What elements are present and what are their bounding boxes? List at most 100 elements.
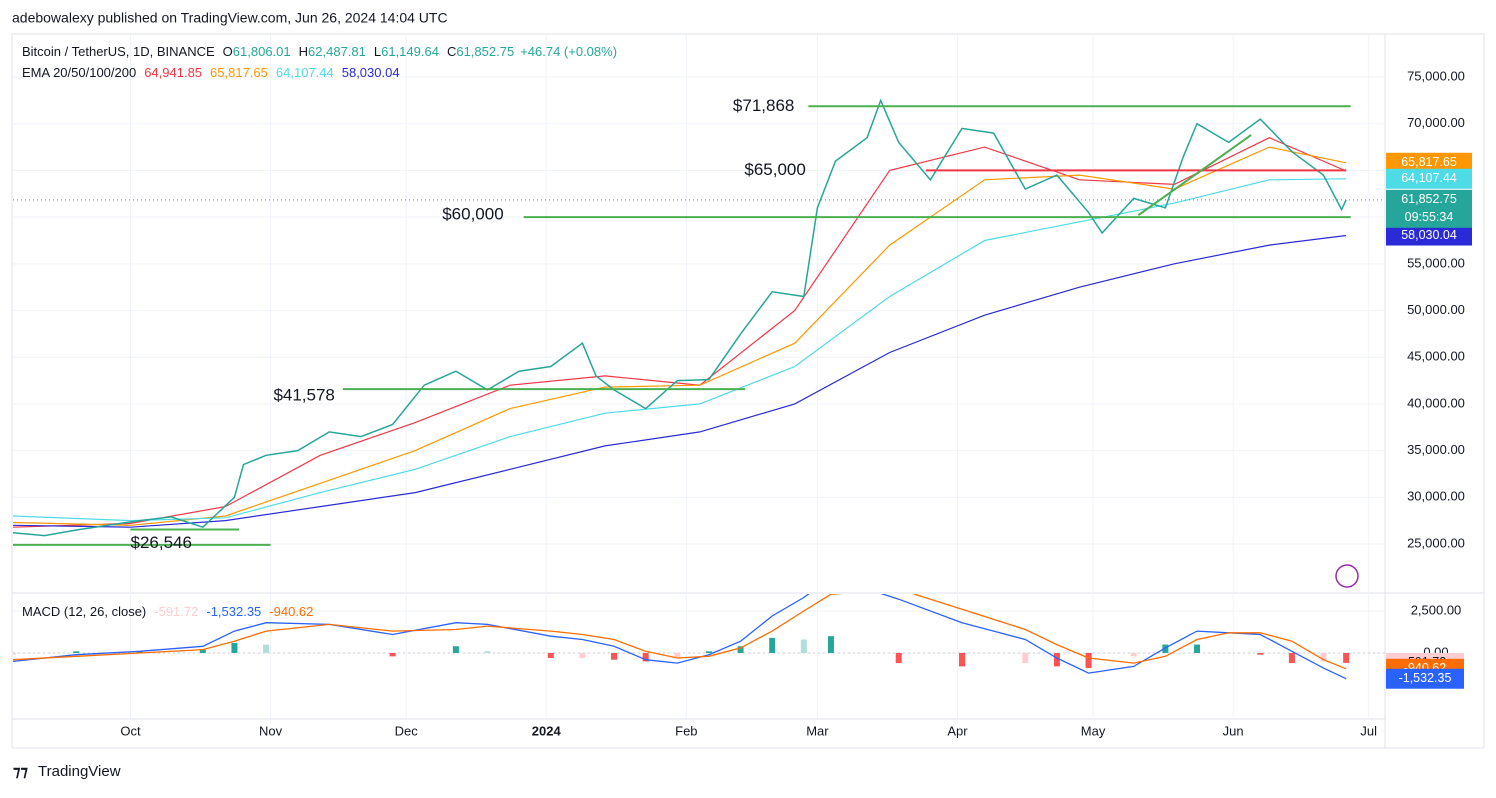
ema-line (13, 178, 1347, 522)
x-tick-label: Dec (395, 723, 419, 738)
histogram-bar (452, 646, 459, 653)
ema-value: 58,030.04 (342, 65, 400, 80)
histogram-bar (231, 642, 238, 653)
histogram-bar (484, 651, 491, 653)
histogram-bar (895, 652, 902, 664)
price-line (13, 98, 1347, 537)
symbol-legend: Bitcoin / TetherUS, 1D, BINANCE O61,806.0… (22, 44, 617, 59)
y-tick-label: 75,000.00 (1407, 68, 1465, 83)
ohlc-value: 62,487.81 (308, 44, 366, 59)
histogram-bar (1257, 652, 1264, 655)
x-tick-label: Jul (1360, 723, 1377, 738)
level-label: $60,000 (442, 205, 503, 224)
x-tick-label: Apr (947, 723, 968, 738)
alert-icon[interactable] (1335, 564, 1359, 588)
y-tick-label: 70,000.00 (1407, 115, 1465, 130)
histogram-bar (1130, 652, 1137, 657)
histogram-bar (263, 644, 270, 653)
ohlc-key: L (374, 44, 381, 59)
x-tick-label: Nov (259, 723, 283, 738)
ema-value: 64,107.44 (276, 65, 334, 80)
brand-logo: ⁊⁊ (13, 763, 28, 780)
y-tick-label: 30,000.00 (1407, 489, 1465, 504)
x-tick-label: Jun (1223, 723, 1244, 738)
y-tick-label: 25,000.00 (1407, 535, 1465, 550)
histogram-bar (959, 652, 966, 667)
histogram-bar (1343, 652, 1350, 663)
x-tick-label: Oct (120, 723, 141, 738)
histogram-bar (769, 637, 776, 653)
chart-frame (11, 33, 1485, 749)
y-tick-label: 55,000.00 (1407, 255, 1465, 270)
histogram-bar (547, 652, 554, 659)
histogram-bar (199, 649, 206, 653)
last-price-tag: 61,852.75 (1401, 192, 1457, 206)
brand: TradingView (38, 763, 121, 780)
histogram-bar (389, 652, 396, 657)
histogram-bar (1162, 644, 1169, 653)
macd-line (13, 594, 1347, 680)
histogram-legend-value: -591.72 (154, 604, 198, 619)
level-label: $65,000 (744, 160, 805, 179)
histogram-bar (1022, 652, 1029, 664)
ohlc-value: 61,806.01 (233, 44, 291, 59)
x-tick-label: Feb (675, 723, 697, 738)
histogram-bar (579, 652, 586, 659)
publisher: adebowalexy published on TradingView.com… (12, 10, 448, 26)
level-label: $26,546 (130, 533, 191, 552)
macd-pane (13, 594, 1385, 680)
histogram-bar (13, 652, 16, 655)
macd-legend: MACD (12, 26, close) -591.72 -1,532.35 -940… (22, 604, 313, 619)
ema-price-tag-bg (1386, 225, 1472, 246)
macd-tag-bg (1386, 668, 1464, 689)
macd-title: MACD (12, 26, close) (22, 604, 146, 619)
x-tick-label: 2024 (532, 723, 562, 738)
ema-legend: EMA 20/50/100/200 64,941.85 65,817.65 64,10… (22, 65, 400, 80)
histogram-bar (705, 651, 712, 653)
ema-price-tag: 64,107.44 (1401, 171, 1457, 185)
last-price-tag-bg (1386, 189, 1472, 228)
signal-line (13, 594, 1347, 670)
x-tick-label: Mar (806, 723, 829, 738)
histogram-bar (611, 652, 618, 660)
histogram-bar (1085, 652, 1092, 669)
price-pane (13, 98, 1385, 546)
histogram-bar (73, 651, 80, 653)
ema-line (13, 137, 1347, 528)
x-tick-label: May (1081, 723, 1106, 738)
y-tick-label: 45,000.00 (1407, 349, 1465, 364)
level-label: $71,868 (733, 96, 794, 115)
macd-tag: -1,532.35 (1399, 671, 1452, 685)
signal-legend-value: -940.62 (269, 604, 313, 619)
histogram-bar (800, 639, 807, 653)
ema-price-tag-bg (1386, 152, 1472, 173)
ohlc-value: 61,852.75 (456, 44, 514, 59)
histogram-bar (642, 652, 649, 662)
ema-price-tag: 65,817.65 (1401, 155, 1457, 169)
indicator: EMA 20/50/100/200 (22, 65, 136, 80)
histogram-bar (1288, 652, 1295, 664)
histogram-bar (136, 651, 143, 653)
ohlc-key: C (447, 44, 456, 59)
ema-line (13, 146, 1347, 526)
histogram-bar (1053, 652, 1060, 667)
y-tick-label: 40,000.00 (1407, 395, 1465, 410)
histogram-bar (674, 652, 681, 659)
ema-value: 65,817.65 (210, 65, 268, 80)
ohlc-key: H (299, 44, 308, 59)
level-label: $41,578 (273, 386, 334, 405)
change: +46.74 (+0.08%) (520, 44, 617, 59)
ema-value: 64,941.85 (144, 65, 202, 80)
y-tick-label: 50,000.00 (1407, 302, 1465, 317)
trendline (1137, 134, 1252, 217)
histogram-bar (1194, 644, 1201, 653)
macd-legend-value: -1,532.35 (206, 604, 261, 619)
ema-line (13, 234, 1347, 528)
histogram-bar (1320, 652, 1327, 662)
y-tick-label: 2,500.00 (1411, 602, 1462, 617)
ema-price-tag: 58,030.04 (1401, 228, 1457, 242)
last-price-tag-countdown: 09:55:34 (1405, 210, 1454, 224)
ema-price-tag-bg (1386, 168, 1472, 189)
y-tick-label: 35,000.00 (1407, 442, 1465, 457)
